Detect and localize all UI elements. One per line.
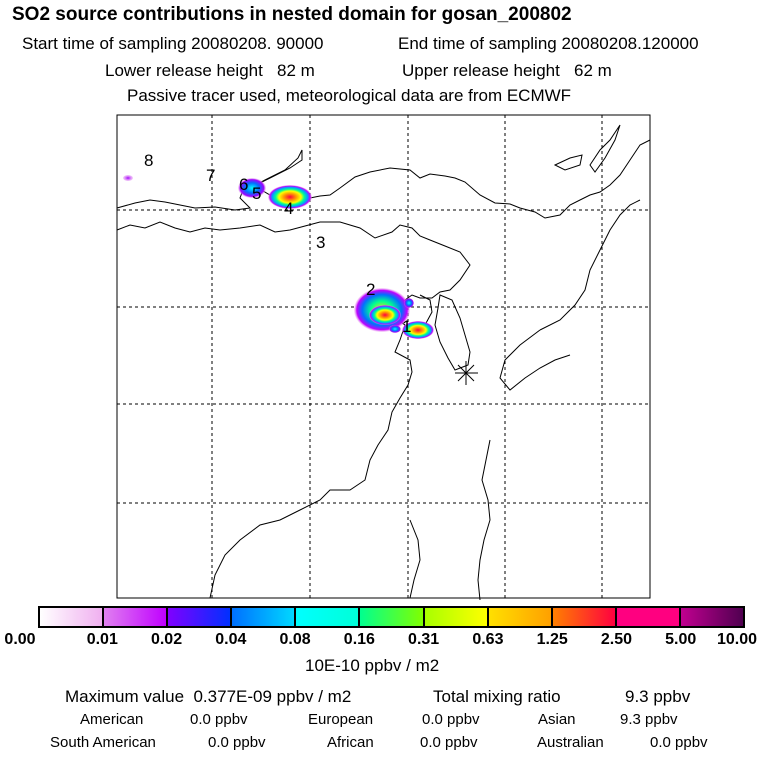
colorbar-tick-label: 0.02 (150, 631, 183, 648)
region-name-australian: Australian (537, 734, 604, 751)
colorbar-tick-label: 0.00 (4, 631, 36, 648)
region-name-american: American (80, 711, 144, 728)
colorbar-segment (488, 608, 553, 626)
source-label-2: 2 (366, 280, 375, 299)
colorbar-tick-label: 0.04 (215, 631, 247, 648)
colorbar-segment (680, 608, 744, 626)
source-labels: 1 2 3 4 5 6 7 8 (144, 151, 411, 336)
colorbar-segment (552, 608, 617, 626)
lower-release-height: Lower release height 82 m (105, 61, 315, 80)
maximum-value: Maximum value 0.377E-09 ppbv / m2 (65, 687, 352, 706)
source-label-7: 7 (206, 166, 215, 185)
plume-small-b (404, 298, 414, 308)
colorbar-tick-label: 10.00 (716, 631, 758, 648)
plume-source-4 (268, 185, 312, 209)
colorbar-tick-label: 2.50 (600, 631, 633, 648)
plume-source-5-6 (238, 178, 266, 198)
colorbar-tick-label: 0.16 (343, 631, 375, 648)
plume-source-8 (123, 175, 133, 181)
region-name-european: European (308, 711, 374, 728)
figure-title: SO2 source contributions in nested domai… (12, 4, 572, 25)
plume-source-2-core (369, 305, 401, 325)
colorbar-tick-label: 5.00 (665, 631, 697, 648)
colorbar-segment (40, 608, 105, 626)
source-label-5: 5 (252, 184, 261, 203)
note: Passive tracer used, meteorological data… (127, 86, 572, 105)
colorbar (38, 606, 745, 628)
colorbar-segment (232, 608, 297, 626)
region-value-american: 0.0 ppbv (190, 711, 248, 728)
colorbar-tick-label: 0.08 (279, 631, 311, 648)
colorbar-tick-label: 0.63 (472, 631, 504, 648)
region-value-australian: 0.0 ppbv (650, 734, 708, 751)
colorbar-segment (296, 608, 361, 626)
graticule (117, 115, 650, 598)
source-label-1: 1 (402, 317, 411, 336)
colorbar-segment (424, 608, 489, 626)
region-value-asian: 9.3 ppbv (620, 711, 678, 728)
end-time: End time of sampling 20080208.120000 (398, 34, 699, 53)
source-label-8: 8 (144, 151, 153, 170)
region-value-african: 0.0 ppbv (420, 734, 478, 751)
map-frame (116, 114, 651, 599)
colorbar-tick-label: 1.25 (536, 631, 568, 648)
colorbar-unit: 10E-10 ppbv / m2 (305, 656, 440, 675)
plume-source-1 (402, 321, 434, 339)
source-label-4: 4 (284, 199, 293, 218)
region-name-african: African (327, 734, 374, 751)
upper-release-height: Upper release height 62 m (402, 61, 612, 80)
source-label-6: 6 (239, 175, 248, 194)
start-time: Start time of sampling 20080208. 90000 (22, 34, 324, 53)
colorbar-segment (168, 608, 233, 626)
region-value-south-american: 0.0 ppbv (208, 734, 266, 751)
total-mixing-value: 9.3 ppbv (625, 687, 691, 706)
plume-small-a (389, 325, 401, 333)
colorbar-segment (360, 608, 425, 626)
total-mixing-label: Total mixing ratio (433, 687, 561, 706)
colorbar-segment (616, 608, 681, 626)
coastlines (116, 124, 651, 601)
region-name-south-american: South American (50, 734, 156, 751)
concentration-plumes (123, 175, 434, 339)
region-value-european: 0.0 ppbv (422, 711, 480, 728)
colorbar-tick-label: 0.01 (86, 631, 118, 648)
receptor-asterisk-icon (455, 361, 478, 385)
source-label-3: 3 (316, 233, 325, 252)
colorbar-segment (104, 608, 169, 626)
region-name-asian: Asian (538, 711, 576, 728)
colorbar-tick-label: 0.31 (408, 631, 440, 648)
